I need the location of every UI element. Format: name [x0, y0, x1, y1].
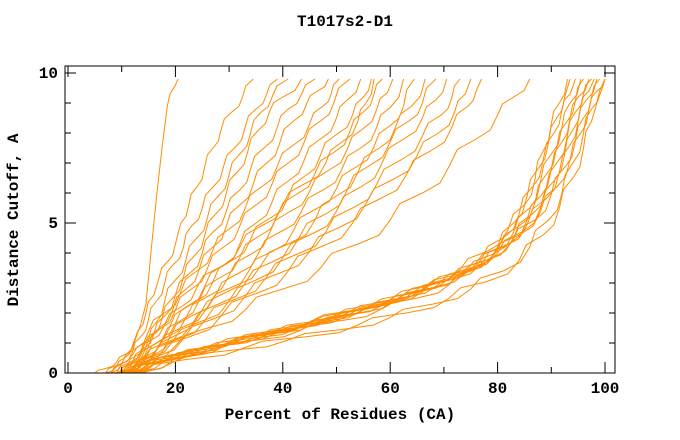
x-tick-label: 80 — [488, 380, 507, 398]
model-curve — [129, 78, 394, 374]
plot-border — [64, 65, 616, 374]
model-curve — [110, 78, 278, 374]
model-curve — [134, 78, 415, 374]
model-curve — [110, 78, 340, 374]
y-tick-label: 10 — [39, 65, 58, 83]
model-curve — [132, 78, 606, 374]
model-curve — [126, 78, 437, 374]
y-tick-label: 5 — [48, 215, 58, 233]
model-curve — [134, 78, 595, 374]
model-curve — [118, 78, 568, 374]
model-curve — [132, 78, 461, 374]
model-curve — [94, 78, 179, 374]
model-curve — [129, 78, 448, 374]
model-curve — [126, 78, 531, 374]
model-curve — [121, 78, 426, 374]
x-tick-label: 40 — [273, 380, 292, 398]
x-axis-label: Percent of Residues (CA) — [225, 406, 455, 424]
model-curve — [121, 78, 362, 374]
axes-frame: 0 20 40 60 80 100 0 5 10 — [39, 65, 620, 398]
y-axis-label: Distance Cutoff, A — [5, 133, 23, 306]
model-curve — [140, 78, 600, 374]
model-curve — [137, 78, 598, 374]
x-tick-label: 20 — [166, 380, 185, 398]
model-curve — [137, 78, 606, 374]
model-curve — [142, 78, 606, 374]
model-curve — [126, 78, 383, 374]
model-curve — [116, 78, 289, 374]
model-curve — [137, 78, 482, 374]
x-tick-label: 60 — [381, 380, 400, 398]
model-curve — [105, 78, 375, 374]
model-curve — [131, 78, 405, 374]
chart-title: T1017s2-D1 — [297, 13, 393, 31]
x-tick-label: 100 — [591, 380, 620, 398]
model-curve — [129, 78, 590, 374]
y-tick-label: 0 — [48, 365, 58, 383]
model-curve — [105, 78, 254, 374]
model-curve — [115, 78, 351, 374]
x-tick-label: 0 — [63, 380, 73, 398]
model-curve — [134, 78, 472, 374]
model-curves — [94, 78, 606, 374]
